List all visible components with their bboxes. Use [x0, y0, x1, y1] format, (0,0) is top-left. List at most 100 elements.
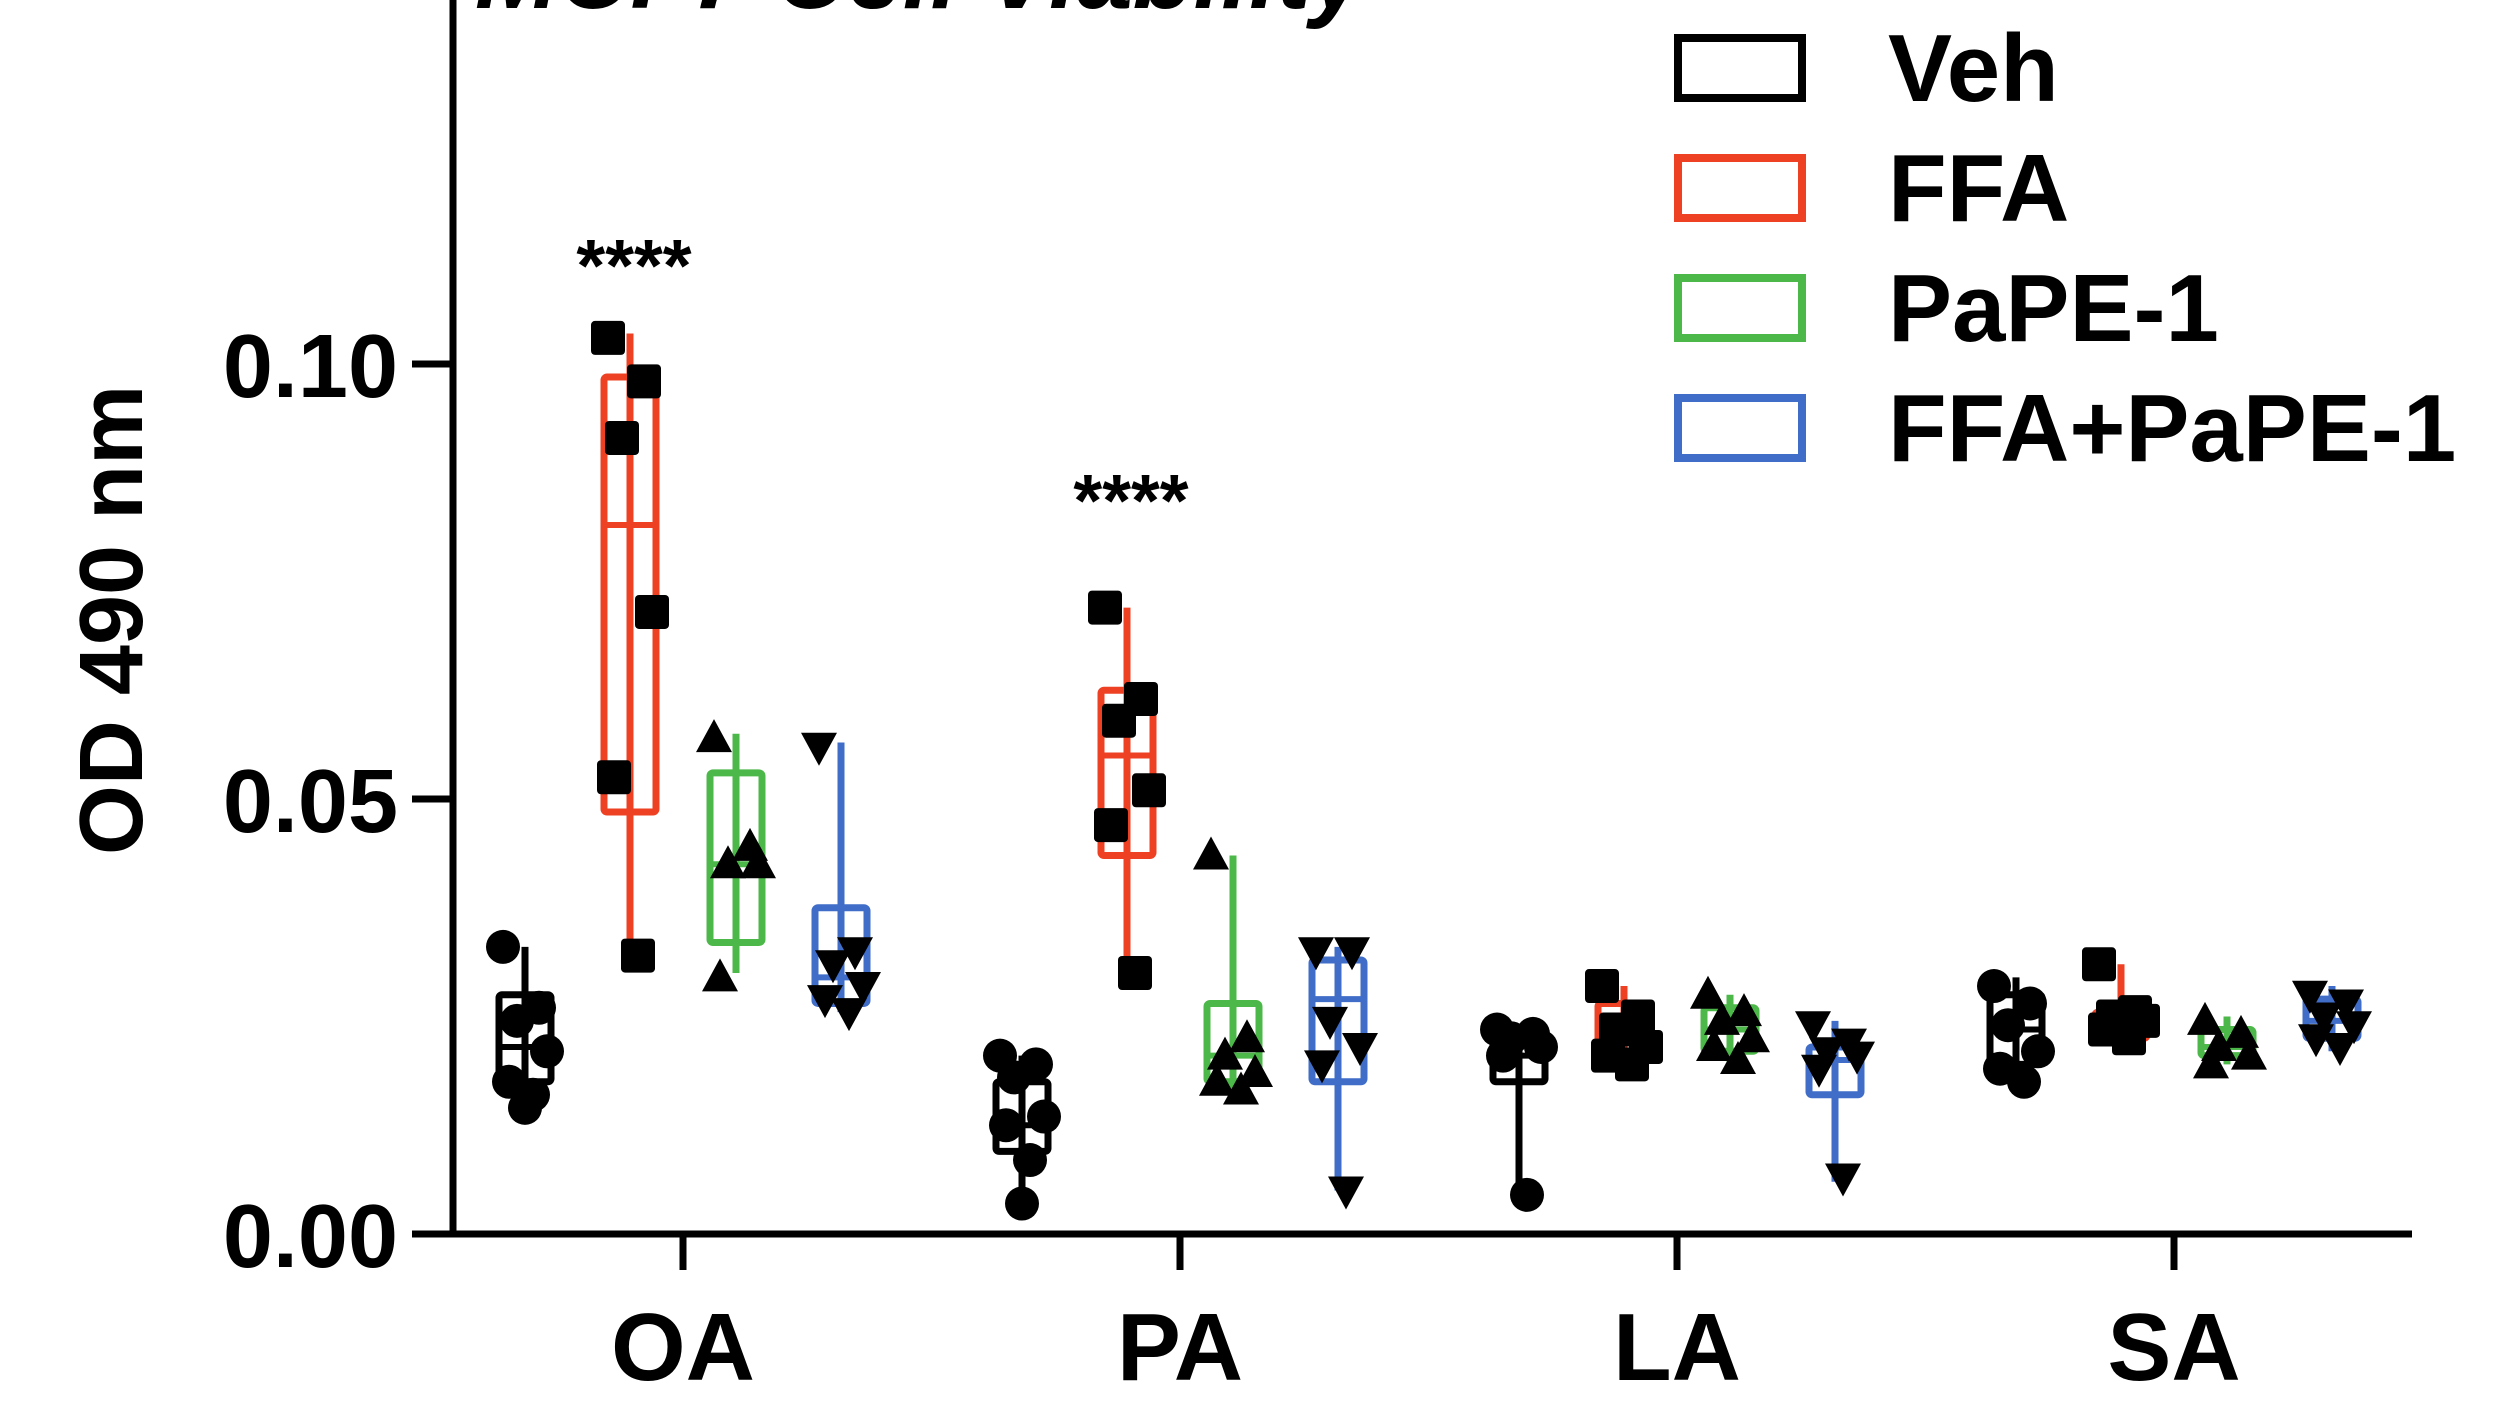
- data-point: [1599, 1012, 1633, 1047]
- y-tick-label: 0.00: [223, 1187, 398, 1287]
- series-pape-1: [696, 719, 2267, 1105]
- data-point: [740, 845, 776, 879]
- significance-annotations: **** ****: [576, 224, 1188, 542]
- data-point: [2328, 989, 2364, 1023]
- data-point: [1825, 1163, 1861, 1197]
- data-point: [597, 760, 631, 795]
- significance-marker: ****: [1073, 459, 1188, 542]
- legend-label: Veh: [1888, 15, 2059, 122]
- data-point: [2187, 1001, 2223, 1035]
- x-tick-label-la: LA: [1613, 1294, 1741, 1401]
- box-la: [1480, 1012, 1558, 1212]
- x-tick-label-sa: SA: [2107, 1294, 2240, 1401]
- data-point: [1298, 937, 1334, 971]
- legend-item-pape-1: PaPE-1: [1674, 255, 2219, 362]
- data-point: [845, 972, 881, 1006]
- data-point: [710, 845, 746, 879]
- legend-label: FFA: [1888, 135, 2069, 242]
- data-point: [605, 420, 639, 455]
- x-ticks: OA PA LA SA: [611, 1234, 2241, 1401]
- data-point: [1524, 1029, 1558, 1064]
- data-point: [1094, 808, 1128, 843]
- data-point: [508, 1090, 542, 1125]
- box-oa: [696, 719, 776, 992]
- data-point: [2112, 1021, 2146, 1056]
- data-point: [1809, 1037, 1845, 1071]
- data-point: [1690, 975, 1726, 1009]
- data-point: [1726, 993, 1762, 1027]
- data-point: [2193, 1045, 2229, 1079]
- data-point: [1223, 1071, 1259, 1105]
- data-point: [1132, 773, 1166, 808]
- box-pa: [1193, 836, 1273, 1105]
- data-point: [627, 364, 661, 399]
- data-point: [2082, 947, 2116, 982]
- data-point: [1585, 969, 1619, 1004]
- box-sa: [1977, 969, 2055, 1099]
- significance-marker: ****: [576, 224, 691, 307]
- legend-item-ffa-pape-1: FFA+PaPE-1: [1674, 375, 2456, 482]
- data-point: [1839, 1041, 1875, 1075]
- data-point: [1013, 1143, 1047, 1178]
- data-point: [591, 320, 625, 355]
- box-oa: [801, 732, 881, 1032]
- y-ticks: 0.00 0.05 0.10: [223, 317, 453, 1287]
- data-point: [997, 1060, 1031, 1095]
- data-point: [1615, 1047, 1649, 1082]
- data-point: [1801, 1054, 1837, 1088]
- x-tick-label-pa: PA: [1117, 1294, 1243, 1401]
- y-tick-label: 0.10: [223, 317, 398, 417]
- data-point: [1991, 1008, 2025, 1043]
- axes: [412, 0, 2412, 1238]
- data-point: [1328, 1176, 1364, 1210]
- data-point: [696, 719, 732, 753]
- box-la: [1690, 975, 1770, 1074]
- legend-swatch: [1674, 34, 1806, 102]
- data-point: [2021, 1034, 2055, 1069]
- data-point: [1795, 1011, 1831, 1045]
- box-la: [1795, 1011, 1875, 1197]
- data-point: [1005, 1186, 1039, 1221]
- data-point: [2007, 1064, 2041, 1099]
- data-point: [1304, 1050, 1340, 1084]
- box-pa: [1088, 590, 1166, 990]
- box-la: [1585, 969, 1663, 1082]
- data-point: [1193, 836, 1229, 870]
- legend-swatch: [1674, 274, 1806, 342]
- x-tick-label-oa: OA: [611, 1294, 755, 1401]
- data-point: [2336, 1011, 2372, 1045]
- data-point: [486, 929, 520, 964]
- data-point: [837, 937, 873, 971]
- chart-title: MCF7 Cell Viability: [475, 0, 1370, 30]
- data-point: [2306, 1002, 2342, 1036]
- data-point: [702, 958, 738, 992]
- data-point: [1088, 590, 1122, 625]
- data-point: [1199, 1062, 1235, 1096]
- data-point: [1696, 1027, 1732, 1061]
- legend-swatch: [1674, 154, 1806, 222]
- data-point: [1229, 1019, 1265, 1053]
- box-iqr: [1308, 956, 1368, 1086]
- data-point: [500, 1003, 534, 1038]
- data-point: [815, 950, 851, 984]
- data-point: [1510, 1177, 1544, 1212]
- data-point: [989, 1108, 1023, 1143]
- legend: Veh FFA PaPE-1 FFA+PaPE-1: [1674, 15, 2456, 482]
- series-ffa: [591, 320, 2160, 1082]
- data-point: [1977, 969, 2011, 1004]
- series-ffa-pape-1: [801, 732, 2372, 1210]
- y-axis-label: OD 490 nm: [62, 385, 162, 855]
- data-point: [1207, 1036, 1243, 1070]
- data-point: [1312, 1006, 1348, 1040]
- data-point: [2322, 1032, 2358, 1066]
- data-point: [1027, 1099, 1061, 1134]
- legend-swatch: [1674, 394, 1806, 462]
- data-point: [2292, 980, 2328, 1014]
- data-point: [1704, 1001, 1740, 1035]
- data-point: [2231, 1036, 2267, 1070]
- data-point: [1118, 956, 1152, 990]
- box-oa: [591, 320, 669, 973]
- box-pa: [1298, 937, 1378, 1210]
- box-sa: [2187, 1001, 2267, 1079]
- box-sa: [2082, 947, 2160, 1056]
